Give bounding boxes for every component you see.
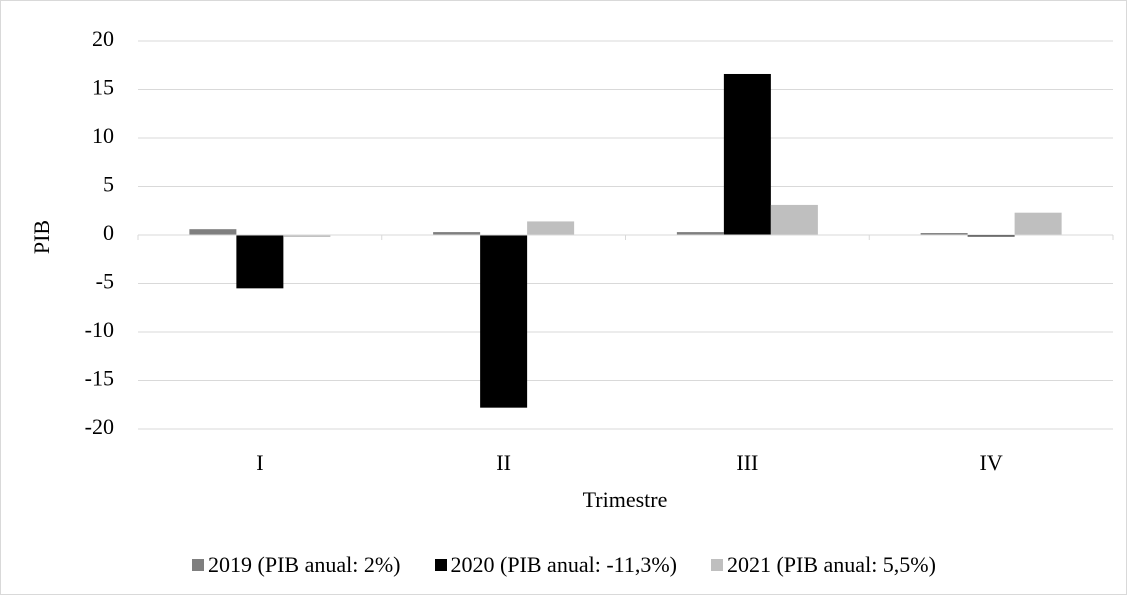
- legend: 2019 (PIB anual: 2%) 2020 (PIB anual: -11…: [0, 552, 1128, 578]
- y-tick-label: -15: [85, 366, 114, 391]
- bar: [676, 232, 724, 235]
- bar: [967, 235, 1015, 237]
- legend-label: 2021 (PIB anual: 5,5%): [726, 552, 936, 577]
- legend-item: 2020 (PIB anual: -11,3%): [434, 552, 677, 578]
- y-tick-label: 20: [92, 26, 114, 51]
- y-tick-label: -20: [85, 414, 114, 439]
- x-tick-label: I: [256, 450, 263, 475]
- bar: [189, 229, 237, 235]
- bar: [433, 232, 481, 235]
- y-tick-label: 5: [103, 172, 114, 197]
- bar: [770, 204, 818, 235]
- legend-label: 2019 (PIB anual: 2%): [208, 552, 401, 577]
- bar: [236, 235, 284, 289]
- legend-item: 2021 (PIB anual: 5,5%): [710, 552, 936, 578]
- bars: [189, 73, 1062, 408]
- bar: [283, 235, 331, 237]
- legend-swatch: [434, 559, 447, 571]
- x-tick-label: IV: [980, 450, 1003, 475]
- bar: [1014, 212, 1062, 235]
- gridlines: [138, 40, 1113, 430]
- x-tick-label: II: [496, 450, 511, 475]
- x-axis-title: Trimestre: [583, 487, 668, 512]
- zero-axis: [137, 234, 1114, 240]
- legend-swatch: [192, 559, 205, 571]
- legend-swatch: [710, 559, 723, 571]
- y-tick-label: 15: [92, 75, 114, 100]
- y-tick-label: -10: [85, 317, 114, 342]
- x-axis-ticks: I II III IV: [256, 450, 1003, 475]
- bar: [723, 73, 771, 235]
- legend-item: 2019 (PIB anual: 2%): [192, 552, 401, 578]
- y-axis-title: PIB: [29, 220, 54, 254]
- y-tick-label: 0: [103, 220, 114, 245]
- bar: [480, 235, 528, 408]
- legend-label: 2020 (PIB anual: -11,3%): [450, 552, 677, 577]
- y-tick-label: -5: [96, 269, 114, 294]
- y-tick-label: 10: [92, 123, 114, 148]
- bar: [920, 233, 968, 235]
- y-axis-ticks: 20 15 10 5 0 -5 -10 -15 -20: [85, 26, 114, 439]
- x-tick-label: III: [736, 450, 758, 475]
- bar: [527, 221, 575, 235]
